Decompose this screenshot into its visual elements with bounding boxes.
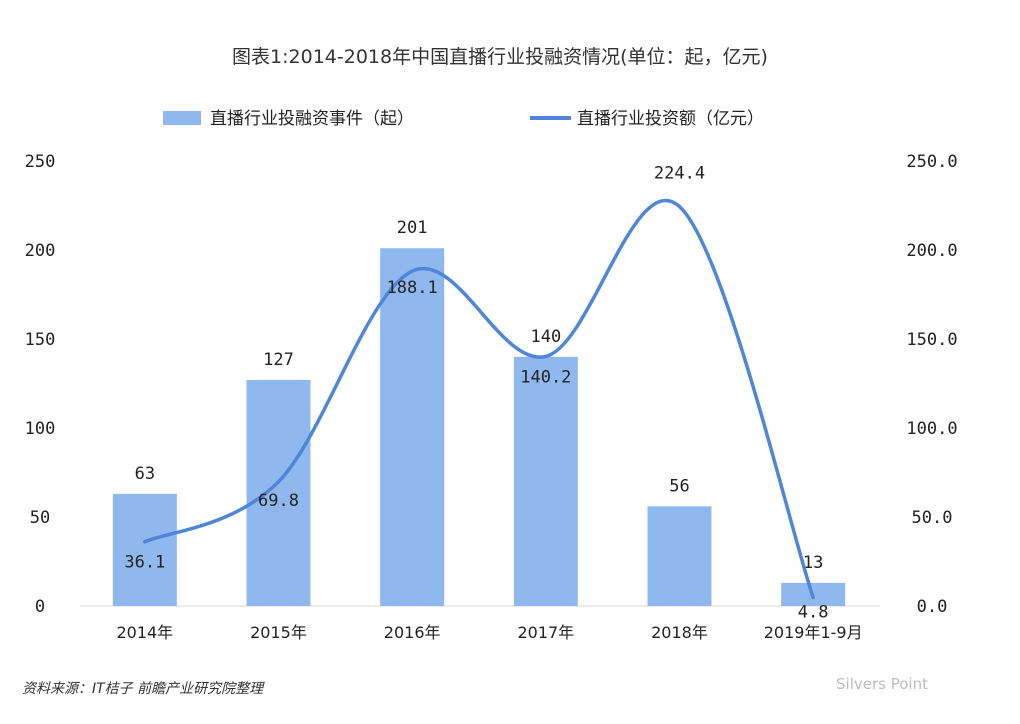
category-label: 2017年 (517, 623, 574, 642)
line-data-label: 224.4 (654, 164, 705, 184)
category-label: 2016年 (384, 623, 441, 642)
left-tick-label: 200 (25, 241, 56, 261)
line-point (143, 540, 147, 544)
left-tick-label: 150 (25, 330, 56, 350)
category-label: 2018年 (651, 623, 708, 642)
right-tick-label: 150.0 (906, 330, 957, 350)
line-data-label: 140.2 (520, 367, 571, 387)
category-label: 2014年 (116, 623, 173, 642)
left-tick-label: 50 (30, 508, 50, 528)
left-axis: 0 50 100 150 200 250 (25, 152, 56, 617)
line-point (410, 269, 414, 273)
legend-bar-label: 直播行业投融资事件（起） (210, 109, 414, 129)
source-note: 资料来源：IT桔子 前瞻产业研究院整理 (22, 681, 265, 697)
line-path (143, 198, 815, 600)
bar (246, 379, 311, 606)
bar-labels: 63 127 201 140 56 13 (135, 218, 824, 573)
right-tick-label: 100.0 (906, 419, 957, 439)
bar-data-label: 56 (669, 476, 689, 496)
bar-data-label: 63 (135, 464, 155, 484)
line-series (143, 198, 815, 600)
right-tick-label: 0.0 (917, 597, 948, 617)
legend-line-label: 直播行业投资额（亿元） (577, 109, 764, 129)
right-axis: 0.0 50.0 100.0 150.0 200.0 250.0 (906, 152, 957, 617)
bar-data-label: 13 (803, 553, 823, 573)
left-tick-label: 100 (25, 419, 56, 439)
bar-data-label: 201 (397, 218, 428, 238)
bar-data-label: 127 (263, 350, 294, 370)
bar (112, 493, 177, 606)
line-point (811, 595, 815, 599)
chart-title: 图表1:2014-2018年中国直播行业投融资情况(单位：起，亿元) (232, 46, 768, 68)
line-labels: 36.1 69.8 188.1 140.2 224.4 4.8 (124, 164, 828, 623)
corner-watermark: Silvers Point (836, 675, 928, 693)
line-point (277, 480, 280, 484)
right-tick-label: 50.0 (912, 508, 953, 528)
category-labels: 2014年 2015年 2016年 2017年 2018年 2019年1-9月 (116, 623, 862, 642)
right-tick-label: 250.0 (906, 152, 957, 172)
category-label: 2019年1-9月 (764, 623, 863, 642)
line-point (544, 354, 548, 358)
line-point (678, 205, 681, 209)
bar (380, 248, 445, 606)
line-data-label: 36.1 (124, 553, 165, 573)
line-data-label: 188.1 (387, 278, 438, 298)
bar (513, 356, 578, 606)
left-tick-label: 250 (25, 152, 56, 172)
line-data-label: 4.8 (798, 602, 829, 622)
left-tick-label: 0 (35, 597, 45, 617)
legend: 直播行业投融资事件（起） 直播行业投资额（亿元） (163, 109, 764, 129)
bar-data-label: 140 (530, 327, 561, 347)
bar-series (112, 248, 846, 606)
bar (647, 506, 712, 606)
line-data-label: 69.8 (258, 491, 299, 511)
category-label: 2015年 (250, 623, 307, 642)
legend-bar-swatch (163, 111, 201, 125)
right-tick-label: 200.0 (906, 241, 957, 261)
